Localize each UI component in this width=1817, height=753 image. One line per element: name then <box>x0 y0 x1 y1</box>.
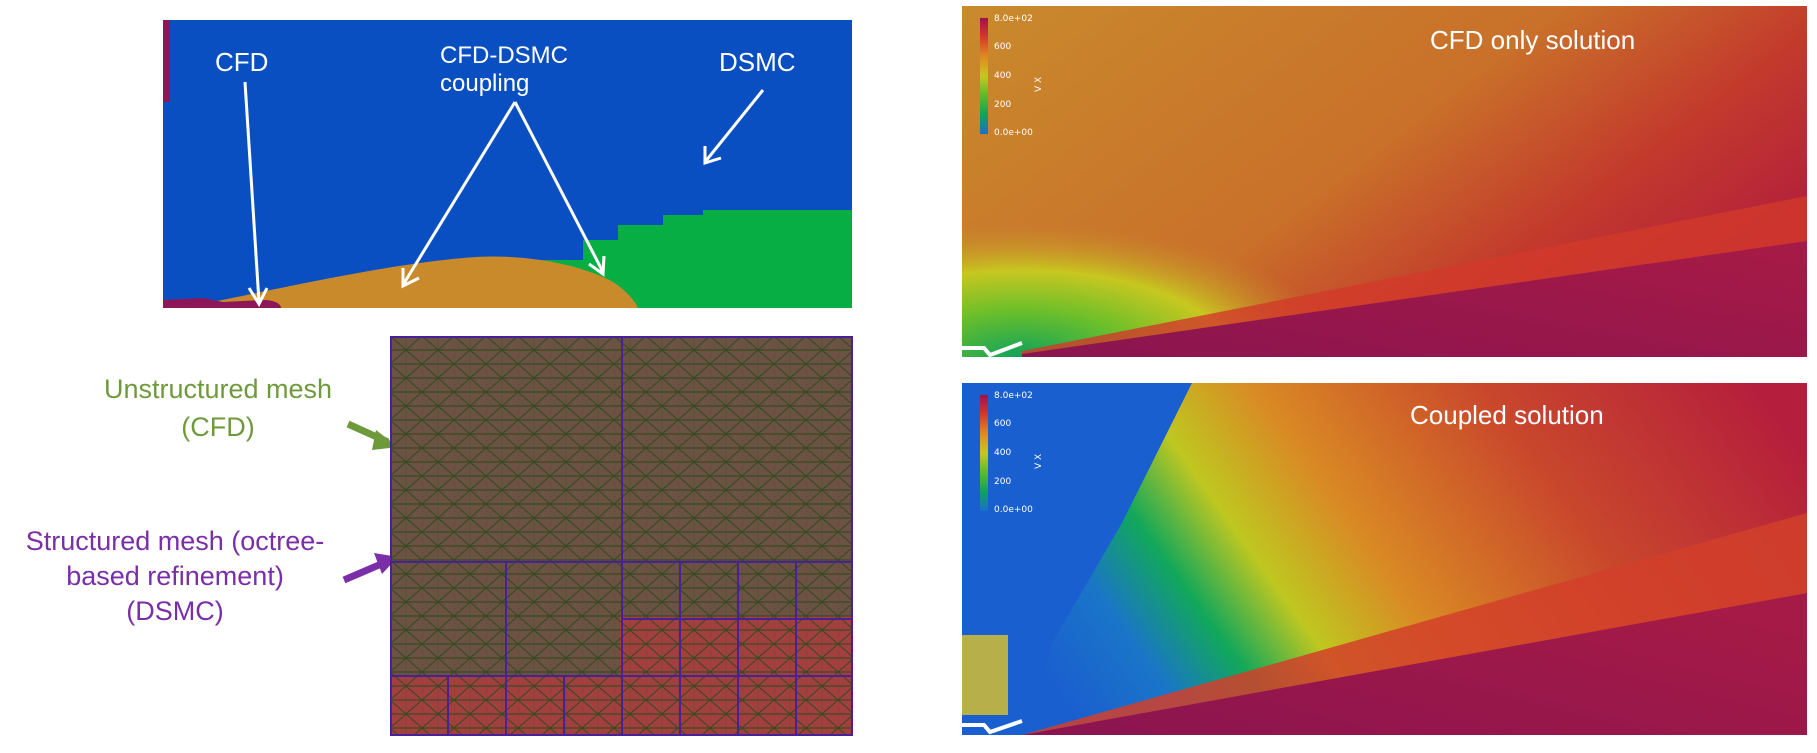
unstructured-mesh-label: Unstructured mesh (CFD) <box>80 370 356 446</box>
structured-mesh <box>390 336 853 736</box>
cfd-legend-600: 600 <box>994 42 1012 52</box>
unstructured-mesh-line1: Unstructured mesh <box>103 374 333 404</box>
field-hot-pocket <box>962 635 1008 715</box>
field-wake <box>1022 593 1807 735</box>
coupling-label-line1: CFD-DSMC <box>440 42 568 69</box>
coupled-legend-600: 600 <box>994 419 1012 429</box>
structured-mesh-line2: based refinement) <box>66 561 284 591</box>
dsmc-arrowhead <box>703 146 722 166</box>
coupling-region-upper <box>583 210 852 250</box>
coupled-legend-colorbar <box>980 395 988 511</box>
inlet-strip <box>163 20 170 102</box>
cfd-legend-colorbar <box>980 18 988 134</box>
body-shape <box>163 298 281 308</box>
coupling-arrow-left <box>401 101 517 286</box>
coupled-legend-200: 200 <box>994 477 1012 487</box>
unstructured-mesh-line2: (CFD) <box>181 412 255 442</box>
structured-mesh-label: Structured mesh (octree- based refinemen… <box>0 524 350 629</box>
cfd-arrowhead <box>247 287 269 308</box>
coupled-legend-max: 8.0e+02 <box>994 391 1033 401</box>
coupled-legend-400: 400 <box>994 448 1012 458</box>
cfd-legend-min: 0.0e+00 <box>994 128 1033 138</box>
mesh-panel <box>390 336 853 736</box>
coupled-solution-title: Coupled solution <box>1410 400 1604 430</box>
structured-mesh-line3: (DSMC) <box>126 596 224 626</box>
structured-mesh-line1: Structured mesh (octree- <box>25 526 325 556</box>
coupled-legend-min: 0.0e+00 <box>994 505 1033 515</box>
cfd-legend-var: V X <box>1034 76 1044 92</box>
cfd-solution-panel: CFD only solution 8.0e+02 600 400 200 0.… <box>962 6 1807 358</box>
coupling-arrowhead-left <box>401 268 420 289</box>
mesh-figure <box>390 336 853 736</box>
body-outline <box>962 341 1023 358</box>
cfd-legend-max: 8.0e+02 <box>994 14 1033 24</box>
cfd-legend: 8.0e+02 600 400 200 0.0e+00 V X <box>980 14 1060 148</box>
dsmc-label: DSMC <box>719 47 796 77</box>
coupled-legend-var: V X <box>1034 453 1044 469</box>
field-upstream <box>962 383 1192 735</box>
cfd-legend-200: 200 <box>994 100 1012 110</box>
cfd-solution-title: CFD only solution <box>1430 25 1636 55</box>
domain-decomposition-figure <box>163 20 852 308</box>
cfd-legend-400: 400 <box>994 71 1012 81</box>
coupled-solution-panel: Coupled solution 8.0e+02 600 400 200 0.0… <box>962 383 1807 735</box>
body-outline <box>962 719 1023 735</box>
cfd-arrow <box>243 81 261 303</box>
cfd-solution-field <box>962 6 1807 358</box>
dsmc-arrow <box>703 89 765 163</box>
coupling-label-line2: coupling <box>440 70 530 97</box>
coupling-arrowhead-right <box>588 255 606 277</box>
cfd-label: CFD <box>215 47 269 77</box>
coupled-solution-field <box>962 383 1807 735</box>
field-wake <box>1022 241 1807 357</box>
coupling-label: CFD-DSMC coupling <box>440 42 568 98</box>
coupled-legend: 8.0e+02 600 400 200 0.0e+00 V X <box>980 391 1060 525</box>
domain-decomposition-panel: CFD CFD-DSMC coupling DSMC <box>163 20 852 308</box>
annotation-arrows <box>243 81 765 308</box>
coupling-arrow-right <box>513 101 605 273</box>
